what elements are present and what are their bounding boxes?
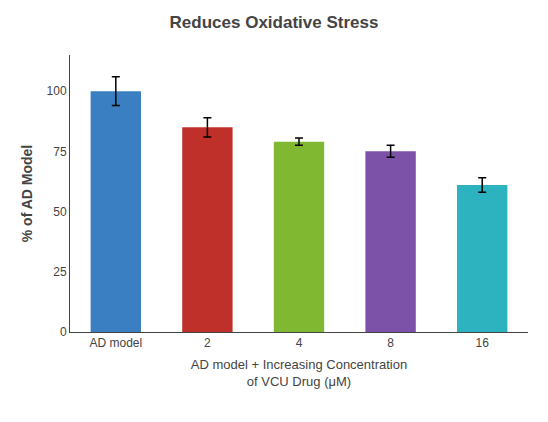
- svg-text:8: 8: [387, 336, 394, 350]
- svg-text:AD model: AD model: [89, 336, 142, 350]
- svg-text:2: 2: [204, 336, 211, 350]
- svg-text:25: 25: [53, 265, 67, 279]
- svg-text:0: 0: [60, 325, 67, 339]
- svg-text:4: 4: [296, 336, 303, 350]
- svg-text:16: 16: [476, 336, 490, 350]
- svg-text:50: 50: [53, 205, 67, 219]
- svg-text:Reduces Oxidative Stress: Reduces Oxidative Stress: [170, 13, 379, 32]
- svg-text:AD model + Increasing Concentr: AD model + Increasing Concentrationof VC…: [191, 357, 407, 389]
- svg-text:75: 75: [53, 145, 67, 159]
- svg-text:100: 100: [47, 84, 67, 98]
- svg-text:% of AD Model: % of AD Model: [19, 145, 35, 242]
